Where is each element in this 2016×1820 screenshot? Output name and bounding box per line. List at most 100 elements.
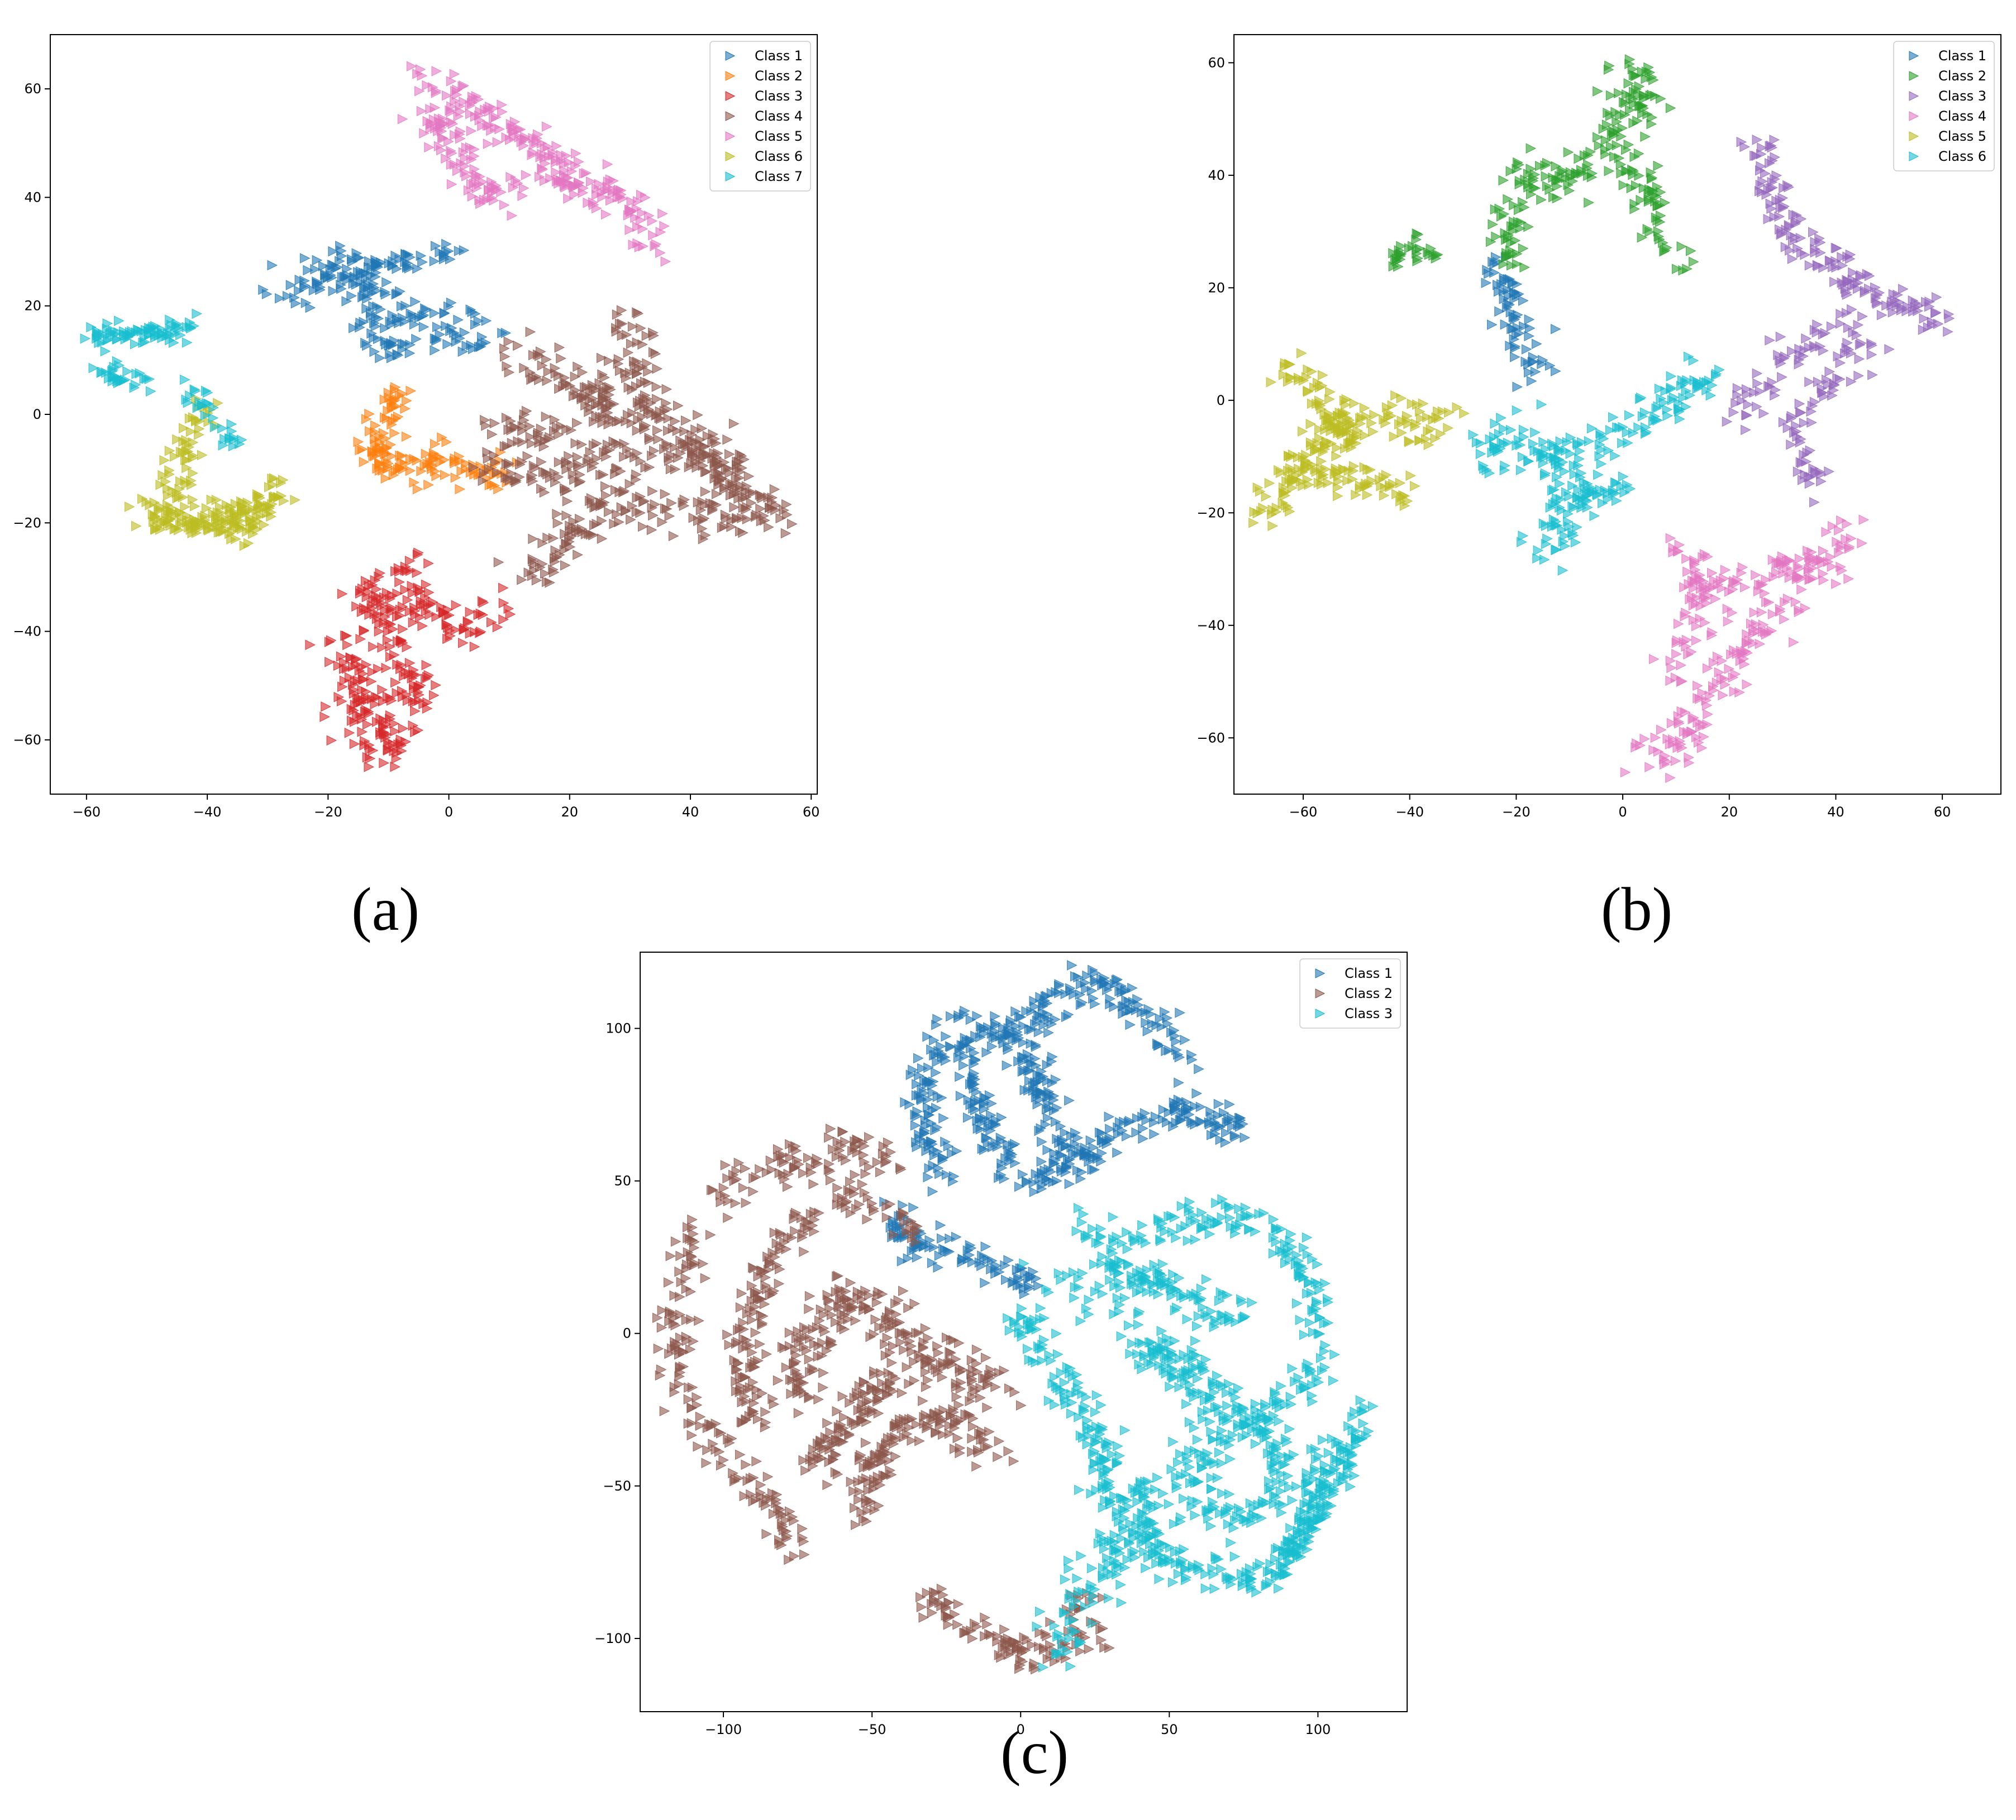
data-point	[1574, 153, 1585, 164]
data-point	[1835, 318, 1846, 329]
data-point	[526, 438, 537, 449]
data-point	[1521, 344, 1532, 355]
data-point	[396, 457, 407, 468]
data-point	[632, 493, 643, 503]
data-point	[458, 637, 469, 648]
data-point	[385, 348, 395, 360]
data-point	[1624, 59, 1635, 69]
data-point	[1612, 140, 1623, 151]
data-point	[407, 587, 418, 599]
data-point	[626, 418, 637, 429]
data-point	[1797, 457, 1808, 469]
data-point	[501, 132, 512, 143]
data-point	[1944, 313, 1955, 324]
data-point	[1628, 118, 1640, 128]
data-point	[1931, 292, 1942, 303]
data-point	[1846, 376, 1857, 387]
data-point	[1842, 275, 1853, 285]
data-point	[551, 167, 561, 178]
data-point	[637, 208, 647, 218]
data-point	[650, 241, 661, 252]
data-point	[470, 308, 481, 319]
data-point	[1518, 197, 1528, 208]
data-point	[537, 360, 548, 371]
data-point	[661, 398, 671, 409]
data-point	[591, 189, 602, 200]
data-point	[165, 520, 177, 531]
data-point	[163, 483, 173, 494]
data-point	[285, 280, 297, 290]
data-point	[736, 480, 746, 491]
data-point	[550, 157, 561, 168]
data-point	[632, 397, 644, 408]
data-point	[622, 444, 633, 455]
data-point	[525, 431, 536, 442]
data-point	[373, 663, 384, 675]
data-point	[364, 609, 375, 620]
data-point	[325, 657, 335, 667]
data-point	[450, 624, 461, 636]
data-point	[453, 314, 464, 326]
data-point	[700, 530, 711, 541]
data-point	[1870, 293, 1881, 304]
data-point	[1870, 282, 1881, 293]
data-point	[294, 285, 304, 297]
data-point	[267, 473, 278, 484]
data-point	[477, 121, 488, 131]
data-point	[348, 661, 359, 672]
data-point	[604, 355, 614, 366]
data-point	[185, 317, 196, 328]
data-point	[387, 260, 398, 271]
data-point	[1537, 359, 1547, 370]
data-point	[421, 305, 432, 316]
data-point	[379, 394, 390, 405]
data-point	[586, 493, 597, 504]
data-point	[1807, 417, 1817, 428]
data-point	[362, 719, 373, 730]
data-point	[1665, 772, 1676, 784]
data-point	[1850, 278, 1861, 289]
data-point	[328, 285, 339, 297]
data-point	[416, 106, 427, 117]
y-tick-label: −60	[1197, 730, 1225, 746]
data-point	[1857, 311, 1868, 322]
data-point	[1751, 150, 1762, 161]
data-point	[1512, 259, 1523, 270]
data-point	[655, 247, 666, 259]
data-point	[566, 531, 578, 542]
series-6	[124, 393, 301, 551]
data-point	[390, 677, 401, 688]
data-point	[454, 246, 465, 256]
data-point	[226, 419, 237, 429]
data-point	[1666, 718, 1677, 729]
data-point	[620, 367, 631, 379]
data-point	[711, 489, 722, 500]
data-point	[455, 333, 465, 344]
data-point	[1623, 139, 1634, 150]
x-tick-label: −40	[1395, 804, 1424, 820]
data-point	[719, 484, 730, 495]
data-point	[648, 510, 659, 521]
data-point	[356, 697, 367, 708]
data-point	[504, 367, 515, 378]
data-point	[369, 332, 379, 343]
data-point	[468, 95, 479, 106]
data-point	[108, 325, 119, 336]
data-point	[432, 322, 443, 332]
data-point	[541, 411, 552, 422]
data-point	[514, 132, 525, 143]
data-point	[528, 372, 538, 383]
panel-caption: (b)	[1601, 875, 1672, 943]
data-point	[1796, 247, 1807, 259]
legend-label: Class 2	[755, 68, 803, 84]
data-point	[1548, 172, 1559, 183]
data-point	[421, 673, 431, 684]
data-point	[1518, 295, 1529, 306]
data-point	[160, 476, 171, 487]
data-point	[355, 588, 366, 599]
data-point	[545, 472, 556, 484]
data-point	[581, 168, 592, 179]
data-point	[465, 606, 476, 618]
data-point	[734, 456, 745, 467]
data-point	[410, 296, 421, 307]
